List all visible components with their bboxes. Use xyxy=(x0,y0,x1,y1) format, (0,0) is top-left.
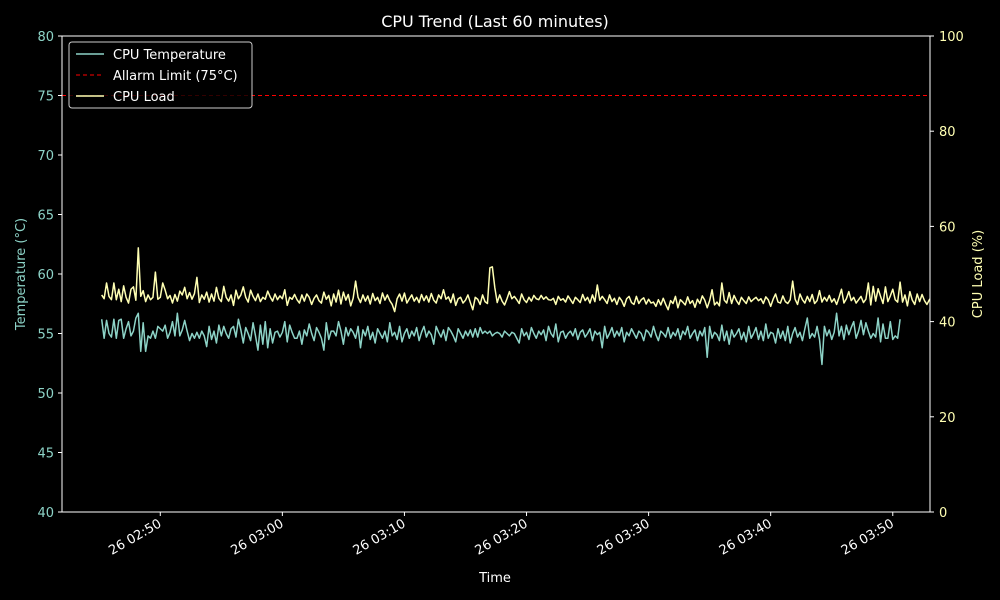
left-tick-label: 70 xyxy=(37,149,54,164)
legend-label-alarm: Allarm Limit (75°C) xyxy=(113,69,238,84)
right-tick-label: 20 xyxy=(939,411,956,426)
left-tick-label: 75 xyxy=(37,90,54,105)
legend-label-load: CPU Load xyxy=(113,90,175,105)
right-tick-label: 100 xyxy=(939,30,964,45)
right-axis-label: CPU Load (%) xyxy=(971,230,986,318)
right-tick-label: 60 xyxy=(939,220,956,235)
load-series-line xyxy=(101,247,930,313)
left-tick-label: 45 xyxy=(37,447,54,462)
legend-label-temperature: CPU Temperature xyxy=(113,48,226,63)
right-axis-ticks: 0 20 40 60 80 100 xyxy=(930,30,964,521)
right-tick-label: 40 xyxy=(939,316,956,331)
temperature-series-line xyxy=(100,312,901,366)
x-axis-label: Time xyxy=(478,571,511,586)
left-tick-label: 80 xyxy=(37,30,54,45)
right-tick-label: 80 xyxy=(939,125,956,140)
left-tick-label: 60 xyxy=(37,268,54,283)
left-axis-label: Temperature (°C) xyxy=(14,218,29,331)
left-tick-label: 40 xyxy=(37,506,54,521)
left-tick-label: 55 xyxy=(37,328,54,343)
chart-title: CPU Trend (Last 60 minutes) xyxy=(381,12,609,31)
series-group xyxy=(100,247,930,366)
legend: CPU Temperature Allarm Limit (75°C) CPU … xyxy=(68,41,253,109)
left-axis-ticks: 40 45 50 55 60 65 70 75 80 xyxy=(37,30,62,521)
left-tick-label: 50 xyxy=(37,387,54,402)
left-tick-label: 65 xyxy=(37,209,54,224)
axes-frame xyxy=(61,35,931,513)
right-tick-label: 0 xyxy=(939,506,947,521)
legend-box xyxy=(68,41,253,109)
